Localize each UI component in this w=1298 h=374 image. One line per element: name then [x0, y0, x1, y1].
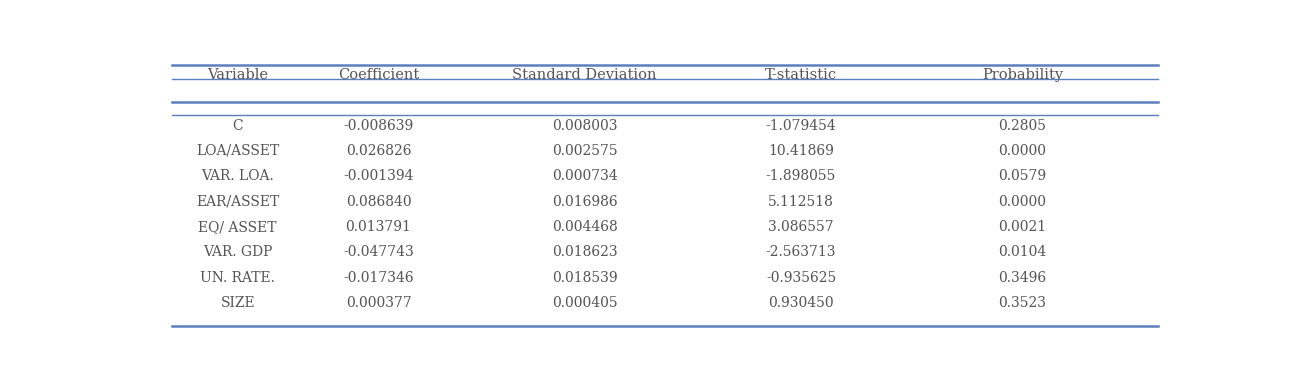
- Text: -0.017346: -0.017346: [343, 270, 414, 285]
- Text: VAR. GDP: VAR. GDP: [202, 245, 273, 259]
- Text: EAR/ASSET: EAR/ASSET: [196, 194, 279, 209]
- Text: 0.0000: 0.0000: [998, 144, 1046, 158]
- Text: 0.2805: 0.2805: [998, 119, 1046, 132]
- Text: 0.000405: 0.000405: [552, 296, 618, 310]
- Text: -2.563713: -2.563713: [766, 245, 836, 259]
- Text: T-statistic: T-statistic: [765, 68, 837, 82]
- Text: 10.41869: 10.41869: [768, 144, 835, 158]
- Text: 0.0104: 0.0104: [998, 245, 1046, 259]
- Text: 0.930450: 0.930450: [768, 296, 833, 310]
- Text: C: C: [232, 119, 243, 132]
- Text: -0.047743: -0.047743: [343, 245, 414, 259]
- Text: 0.0021: 0.0021: [998, 220, 1046, 234]
- Text: 0.016986: 0.016986: [552, 194, 618, 209]
- Text: 0.026826: 0.026826: [345, 144, 411, 158]
- Text: 0.018623: 0.018623: [552, 245, 618, 259]
- Text: -0.008639: -0.008639: [344, 119, 414, 132]
- Text: -0.935625: -0.935625: [766, 270, 836, 285]
- Text: 0.004468: 0.004468: [552, 220, 618, 234]
- Text: 0.002575: 0.002575: [552, 144, 618, 158]
- Text: 0.0579: 0.0579: [998, 169, 1046, 183]
- Text: 0.086840: 0.086840: [345, 194, 411, 209]
- Text: LOA/ASSET: LOA/ASSET: [196, 144, 279, 158]
- Text: -1.079454: -1.079454: [766, 119, 836, 132]
- Text: 0.3496: 0.3496: [998, 270, 1046, 285]
- Text: EQ/ ASSET: EQ/ ASSET: [199, 220, 276, 234]
- Text: 0.000377: 0.000377: [345, 296, 411, 310]
- Text: Standard Deviation: Standard Deviation: [513, 68, 657, 82]
- Text: Coefficient: Coefficient: [337, 68, 419, 82]
- Text: UN. RATE.: UN. RATE.: [200, 270, 275, 285]
- Text: 3.086557: 3.086557: [768, 220, 833, 234]
- Text: 0.018539: 0.018539: [552, 270, 618, 285]
- Text: 0.008003: 0.008003: [552, 119, 618, 132]
- Text: SIZE: SIZE: [221, 296, 254, 310]
- Text: -1.898055: -1.898055: [766, 169, 836, 183]
- Text: Probability: Probability: [981, 68, 1063, 82]
- Text: VAR. LOA.: VAR. LOA.: [201, 169, 274, 183]
- Text: -0.001394: -0.001394: [343, 169, 414, 183]
- Text: Variable: Variable: [208, 68, 269, 82]
- Text: 5.112518: 5.112518: [768, 194, 835, 209]
- Text: 0.0000: 0.0000: [998, 194, 1046, 209]
- Text: 0.013791: 0.013791: [345, 220, 411, 234]
- Text: 0.000734: 0.000734: [552, 169, 618, 183]
- Text: 0.3523: 0.3523: [998, 296, 1046, 310]
